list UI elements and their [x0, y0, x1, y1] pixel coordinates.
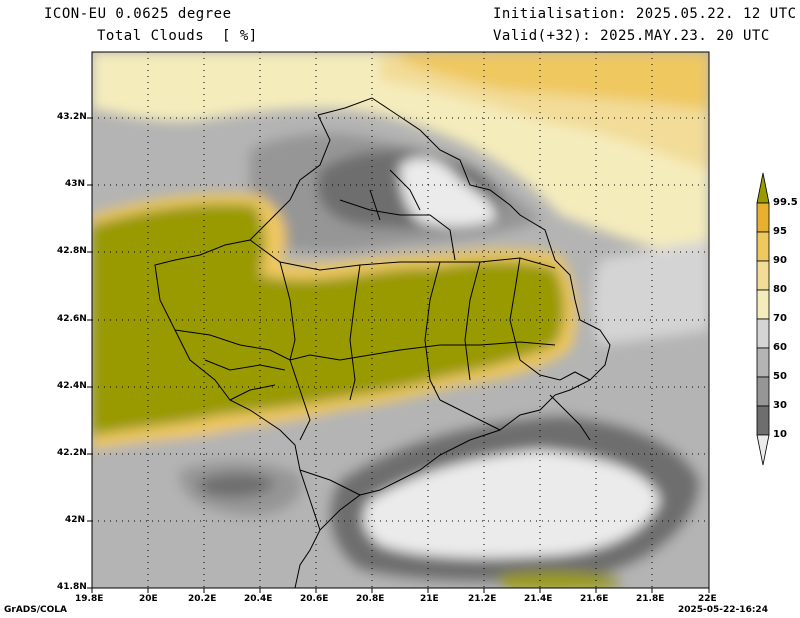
gridlines [92, 52, 709, 588]
colorbar-label: 60 [773, 342, 787, 353]
valid-time: Valid(+32): 2025.MAY.23. 20 UTC [493, 28, 770, 44]
colorbar-swatch [756, 260, 770, 291]
lon-tick-label: 20E [139, 594, 158, 604]
colorbar-label: 50 [773, 371, 787, 382]
colorbar-swatch [756, 405, 770, 436]
lon-tick-label: 19.8E [75, 594, 104, 604]
lat-tick-label: 43.2N [57, 112, 87, 122]
lat-tick-label: 42.4N [57, 381, 87, 391]
colorbar-arrow-top [756, 172, 770, 204]
init-time: Initialisation: 2025.05.22. 12 UTC [493, 6, 797, 22]
lon-tick-label: 21E [420, 594, 439, 604]
colorbar-swatch [756, 289, 770, 320]
colorbar-label: 30 [773, 400, 787, 411]
plot-timestamp: 2025-05-22-16:24 [678, 605, 768, 615]
field-title: Total Clouds [ %] [97, 28, 258, 44]
colorbar-arrow-bottom [756, 434, 770, 466]
cloud-field [92, 52, 709, 588]
lon-tick-label: 21.2E [468, 594, 497, 604]
colorbar-label: 95 [773, 226, 787, 237]
colorbar-label: 99.5 [773, 197, 798, 208]
model-title: ICON-EU 0.0625 degree [44, 6, 232, 22]
colorbar-swatch [756, 202, 770, 233]
colorbar [756, 172, 770, 466]
lat-tick-label: 42N [65, 515, 86, 525]
lon-tick-label: 21.6E [580, 594, 609, 604]
axis-ticks [87, 117, 710, 593]
colorbar-label: 80 [773, 284, 787, 295]
lon-tick-label: 20.2E [188, 594, 217, 604]
lon-tick-label: 20.8E [356, 594, 385, 604]
colorbar-swatch [756, 231, 770, 262]
colorbar-swatch [756, 376, 770, 407]
lat-tick-label: 41.8N [57, 582, 87, 592]
lon-tick-label: 22E [698, 594, 717, 604]
lat-tick-label: 42.8N [57, 246, 87, 256]
lon-tick-label: 20.6E [300, 594, 329, 604]
colorbar-label: 70 [773, 313, 787, 324]
lat-tick-label: 43N [65, 179, 86, 189]
colorbar-label: 10 [773, 429, 787, 440]
lon-tick-label: 21.8E [636, 594, 665, 604]
lat-tick-label: 42.6N [57, 314, 87, 324]
colorbar-swatch [756, 347, 770, 378]
colorbar-swatch [756, 318, 770, 349]
software-credit: GrADS/COLA [4, 605, 67, 615]
lat-tick-label: 42.2N [57, 448, 87, 458]
lon-tick-label: 20.4E [244, 594, 273, 604]
colorbar-label: 90 [773, 255, 787, 266]
lon-tick-label: 21.4E [524, 594, 553, 604]
border-lines [154, 97, 611, 588]
